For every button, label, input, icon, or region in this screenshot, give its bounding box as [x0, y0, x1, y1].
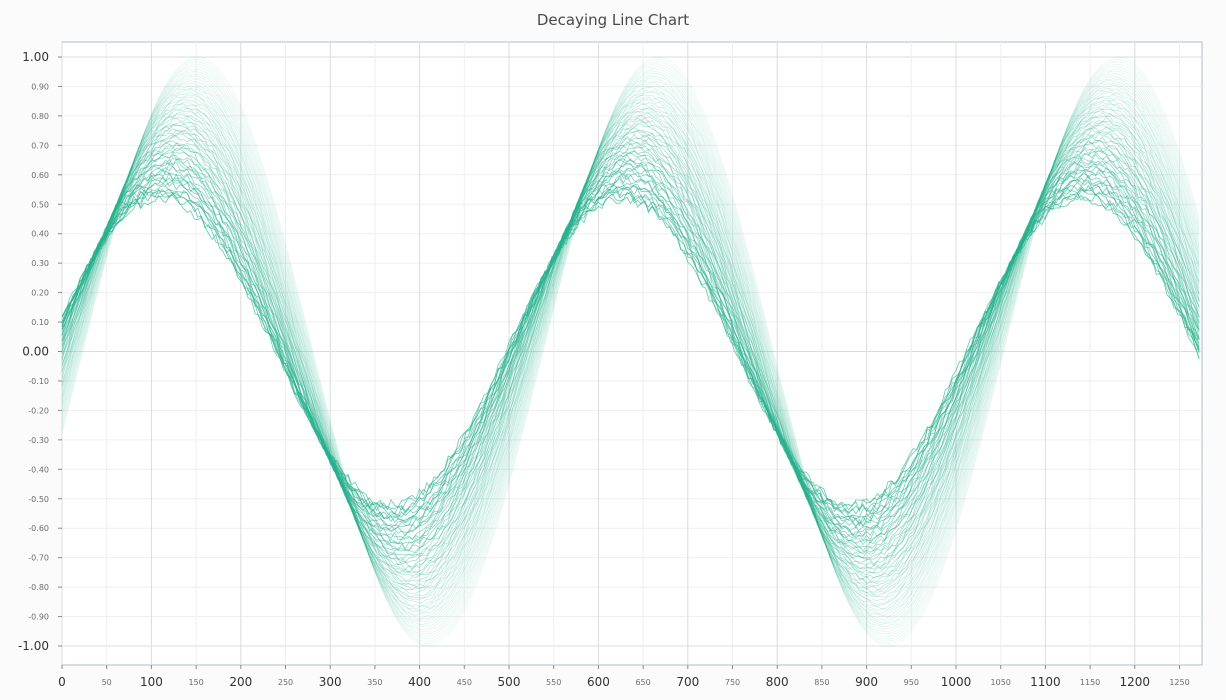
- series-trace: [61, 91, 1200, 611]
- series-trace: [61, 98, 1200, 605]
- series-trace: [61, 132, 1200, 571]
- series-trace: [61, 141, 1200, 561]
- series-trace: [61, 126, 1200, 576]
- x-tick-label: 1000: [941, 675, 972, 689]
- series-trace: [61, 86, 1200, 617]
- series-trace: [61, 105, 1200, 598]
- series-trace: [61, 130, 1200, 573]
- series-trace: [61, 129, 1200, 574]
- series-trace: [61, 93, 1200, 610]
- y-tick-label: 0.00: [22, 345, 49, 359]
- series-trace: [61, 63, 1200, 640]
- x-tick-label: 150: [188, 678, 203, 687]
- series-trace: [61, 61, 1200, 642]
- series-trace: [61, 118, 1200, 584]
- x-tick-label: 600: [587, 675, 610, 689]
- x-tick-label: 850: [814, 678, 829, 687]
- y-tick-label: -0.80: [28, 583, 49, 592]
- x-tick-label: 1200: [1120, 675, 1151, 689]
- x-tick-label: 450: [457, 678, 472, 687]
- x-tick-label: 900: [855, 675, 878, 689]
- series-trace: [61, 114, 1200, 589]
- x-tick-label: 350: [367, 678, 382, 687]
- series-trace: [61, 110, 1200, 594]
- y-tick-label: 0.20: [31, 289, 49, 298]
- series-trace: [61, 72, 1200, 631]
- series-trace: [61, 117, 1200, 587]
- x-tick-label: 100: [140, 675, 163, 689]
- series-trace: [61, 111, 1200, 591]
- x-tick-label: 500: [498, 675, 521, 689]
- series-trace: [61, 188, 1200, 515]
- series-trace: [61, 58, 1200, 644]
- series-trace: [61, 107, 1200, 596]
- series-trace: [61, 82, 1200, 621]
- x-tick-label: 950: [904, 678, 919, 687]
- x-tick-label: 300: [319, 675, 342, 689]
- y-tick-label: 0.80: [31, 112, 49, 121]
- series-trace: [61, 144, 1200, 559]
- x-tick-label: 750: [725, 678, 740, 687]
- series-trace: [61, 65, 1200, 637]
- series-trace: [61, 191, 1200, 512]
- series-layer: [61, 56, 1200, 647]
- y-tick-label: 0.60: [31, 171, 49, 180]
- x-tick-label: 1150: [1080, 678, 1100, 687]
- series-trace: [61, 192, 1200, 511]
- series-trace: [61, 84, 1200, 619]
- x-tick-label: 800: [766, 675, 789, 689]
- x-tick-label: 1050: [991, 678, 1011, 687]
- y-tick-label: 0.40: [31, 230, 49, 239]
- chart-title: Decaying Line Chart: [536, 11, 690, 29]
- series-trace: [61, 138, 1200, 565]
- y-tick-label: 1.00: [22, 50, 49, 64]
- y-tick-label: 0.90: [31, 82, 49, 91]
- series-trace: [61, 56, 1200, 647]
- x-tick-label: 400: [408, 675, 431, 689]
- series-trace: [61, 103, 1200, 599]
- x-tick-label: 1250: [1169, 678, 1189, 687]
- y-tick-label: -0.70: [28, 554, 49, 563]
- x-tick-label: 0: [58, 675, 66, 689]
- axis-layer: 1.00 0.00 -1.00 0.90 0.80 0.70 0.60 0.50 0.40 0.3…: [18, 50, 1190, 689]
- y-tick-label: -0.10: [28, 377, 49, 386]
- x-tick-label: 550: [546, 678, 561, 687]
- y-tick-label: -0.40: [28, 465, 49, 474]
- y-tick-label: 0.70: [31, 141, 49, 150]
- x-tick-label: 700: [676, 675, 699, 689]
- series-trace: [61, 75, 1200, 627]
- series-trace: [61, 77, 1200, 626]
- x-tick-label: 50: [102, 678, 112, 687]
- y-tick-label: -0.30: [28, 436, 49, 445]
- series-trace: [61, 70, 1200, 633]
- y-tick-label: -0.90: [28, 613, 49, 622]
- series-trace: [61, 156, 1200, 546]
- y-tick-label: -0.50: [28, 495, 49, 504]
- series-trace: [61, 121, 1200, 582]
- series-trace: [61, 68, 1200, 635]
- series-trace: [61, 135, 1200, 568]
- series-trace: [61, 96, 1200, 607]
- x-tick-label: 250: [278, 678, 293, 687]
- y-tick-label: 0.50: [31, 200, 49, 209]
- y-tick-label: 0.10: [31, 318, 49, 327]
- y-tick-label: -0.20: [28, 406, 49, 415]
- x-tick-label: 650: [635, 678, 650, 687]
- series-trace: [61, 79, 1200, 624]
- y-tick-label: -0.60: [28, 524, 49, 533]
- series-trace: [61, 139, 1200, 563]
- x-tick-label: 1100: [1030, 675, 1061, 689]
- y-tick-label: -1.00: [18, 639, 49, 653]
- x-tick-label: 200: [229, 675, 252, 689]
- series-trace: [61, 123, 1200, 579]
- series-trace: [61, 100, 1200, 602]
- y-tick-label: 0.30: [31, 259, 49, 268]
- series-trace: [61, 88, 1200, 614]
